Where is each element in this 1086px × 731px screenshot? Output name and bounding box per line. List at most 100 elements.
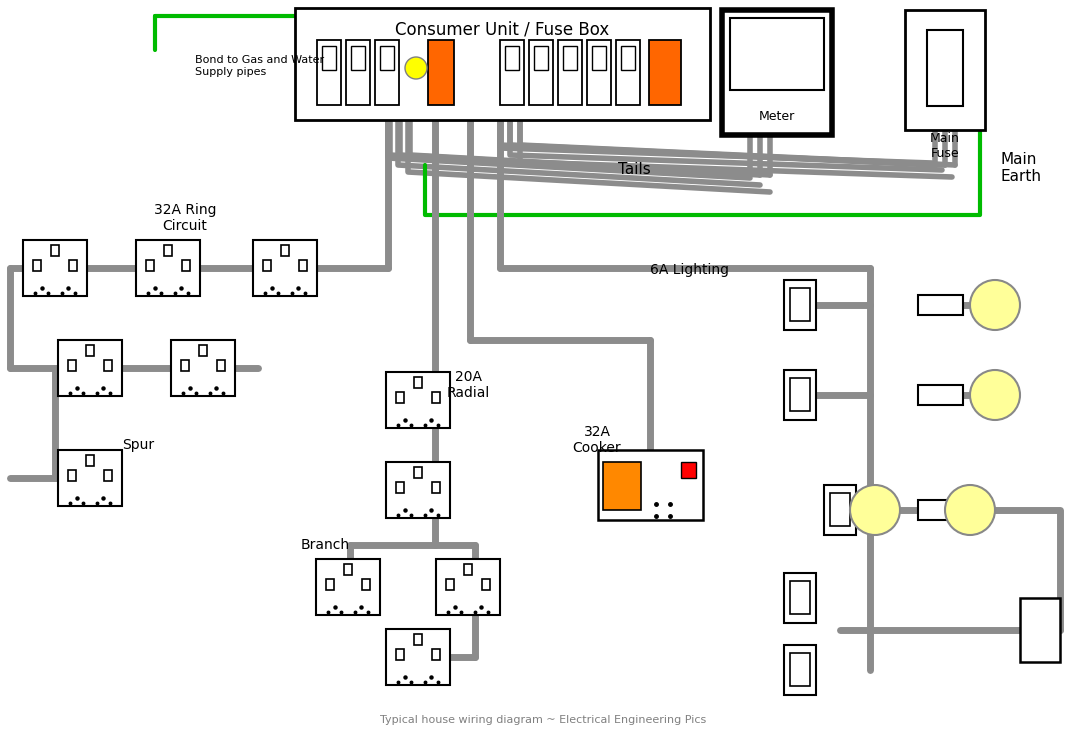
Circle shape — [850, 485, 900, 535]
Text: 32A
Cooker: 32A Cooker — [572, 425, 621, 455]
Bar — [790, 581, 810, 614]
Bar — [445, 579, 454, 590]
Bar — [172, 341, 235, 395]
Bar — [380, 46, 394, 70]
Bar — [603, 462, 641, 510]
Bar — [146, 260, 153, 271]
Bar — [346, 40, 370, 105]
Bar — [104, 469, 112, 481]
Bar — [136, 240, 200, 295]
Bar — [428, 40, 454, 105]
Circle shape — [945, 485, 995, 535]
Bar — [414, 466, 421, 478]
Bar — [432, 648, 440, 660]
Bar — [918, 500, 962, 520]
Bar — [387, 629, 450, 685]
Bar — [563, 46, 577, 70]
Bar — [784, 573, 816, 623]
Bar — [588, 40, 611, 105]
Bar — [414, 634, 421, 645]
Bar — [784, 280, 816, 330]
Text: 20A
Radial: 20A Radial — [446, 370, 490, 400]
Bar — [23, 240, 87, 295]
Bar — [104, 360, 112, 371]
Circle shape — [970, 370, 1020, 420]
Bar — [790, 378, 810, 411]
Bar — [86, 344, 93, 356]
Bar — [437, 559, 500, 615]
Bar — [363, 579, 370, 590]
Text: Main
Earth: Main Earth — [1000, 152, 1041, 184]
Bar — [387, 463, 450, 518]
Bar — [722, 10, 832, 135]
Bar — [164, 245, 172, 256]
Bar — [464, 564, 472, 575]
Text: Main
Fuse: Main Fuse — [930, 132, 960, 160]
Bar — [199, 344, 207, 356]
Bar — [529, 40, 553, 105]
Bar — [67, 469, 76, 481]
Bar — [344, 564, 352, 575]
Bar — [649, 40, 681, 105]
Bar — [263, 260, 270, 271]
Bar — [790, 288, 810, 321]
Bar — [395, 392, 404, 403]
Bar — [217, 360, 225, 371]
Bar — [70, 260, 77, 271]
Text: Spur: Spur — [122, 438, 154, 452]
Bar — [180, 360, 189, 371]
Bar — [500, 40, 525, 105]
Bar — [534, 46, 548, 70]
Bar — [505, 46, 519, 70]
Text: Branch: Branch — [301, 538, 350, 552]
Bar — [387, 372, 450, 428]
Text: 32A Ring
Circuit: 32A Ring Circuit — [154, 203, 216, 233]
Bar — [927, 30, 963, 106]
Bar — [730, 18, 824, 90]
Bar — [918, 385, 962, 405]
Bar — [395, 648, 404, 660]
Bar — [790, 653, 810, 686]
Bar — [295, 8, 710, 120]
Bar — [558, 40, 582, 105]
Bar — [317, 40, 341, 105]
Circle shape — [970, 280, 1020, 330]
Text: Typical house wiring diagram ~ Electrical Engineering Pics: Typical house wiring diagram ~ Electrica… — [380, 715, 706, 725]
Bar — [300, 260, 307, 271]
Bar — [51, 245, 59, 256]
Bar — [375, 40, 399, 105]
Bar — [323, 46, 336, 70]
Text: Consumer Unit / Fuse Box: Consumer Unit / Fuse Box — [395, 21, 609, 39]
Bar — [681, 462, 696, 478]
Bar — [59, 341, 122, 395]
Bar — [59, 450, 122, 506]
Bar — [182, 260, 190, 271]
Bar — [253, 240, 317, 295]
Bar — [326, 579, 333, 590]
Bar — [67, 360, 76, 371]
Bar — [432, 482, 440, 493]
Text: Bond to Gas and Water
Supply pipes: Bond to Gas and Water Supply pipes — [195, 55, 324, 77]
Bar — [482, 579, 490, 590]
Bar — [592, 46, 606, 70]
Bar — [395, 482, 404, 493]
Bar — [616, 40, 640, 105]
Text: 6A Lighting: 6A Lighting — [651, 263, 730, 277]
Bar — [598, 450, 703, 520]
Text: Tails: Tails — [618, 162, 651, 178]
Bar — [351, 46, 365, 70]
Bar — [918, 295, 962, 315]
Bar — [432, 392, 440, 403]
Bar — [824, 485, 856, 535]
Bar — [784, 645, 816, 695]
Bar — [414, 376, 421, 388]
Bar — [281, 245, 289, 256]
Bar — [784, 370, 816, 420]
Text: Meter: Meter — [759, 110, 795, 124]
Bar — [1020, 598, 1060, 662]
Bar — [621, 46, 635, 70]
Bar — [33, 260, 40, 271]
Bar — [905, 10, 985, 130]
Bar — [830, 493, 850, 526]
Circle shape — [405, 57, 427, 79]
